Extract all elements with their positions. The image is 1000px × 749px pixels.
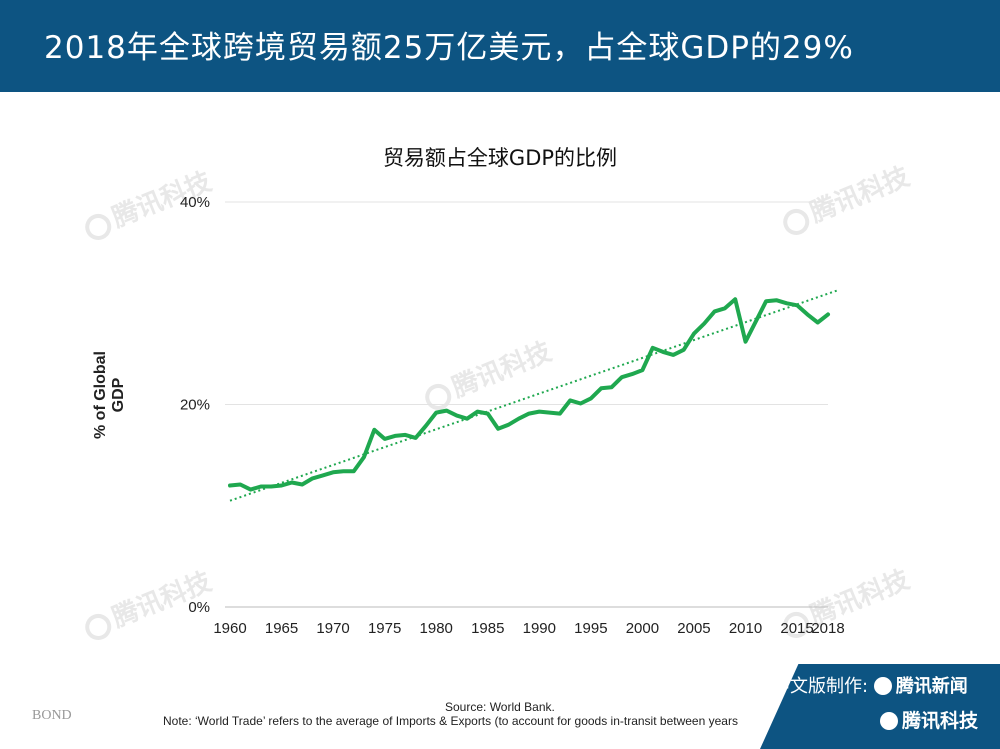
x-tick-label: 2010	[729, 620, 762, 637]
credit-label: 中文版制作:	[772, 676, 869, 697]
credit-line-news: 中文版制作: 腾讯新闻	[772, 672, 968, 698]
y-tick-label: 40%	[180, 194, 210, 211]
y-tick-label: 0%	[188, 599, 210, 616]
x-tick-label: 2000	[626, 620, 659, 637]
page-title: 2018年全球跨境贸易额25万亿美元，占全球GDP的29%	[44, 30, 854, 66]
x-tick-label: 2015	[780, 620, 813, 637]
credit-line-tech: 腾讯科技	[880, 706, 978, 733]
x-tick-label: 1965	[265, 620, 298, 637]
tencent-logo-icon	[873, 677, 892, 695]
tencent-logo-icon	[880, 712, 898, 730]
note-text: Note: ‘World Trade’ refers to the averag…	[163, 714, 738, 728]
x-tick-label: 1975	[368, 620, 401, 637]
trend-line	[229, 289, 839, 502]
x-tick-label: 1985	[471, 620, 504, 637]
bond-logo: BOND	[32, 708, 72, 723]
x-tick-label: 2018	[811, 620, 844, 637]
header-banner: 2018年全球跨境贸易额25万亿美元，占全球GDP的29%	[0, 0, 1000, 92]
source-text: Source: World Bank.	[445, 700, 555, 714]
x-tick-label: 1995	[574, 620, 607, 637]
credit-brand-tech: 腾讯科技	[902, 710, 979, 732]
series-line	[228, 297, 830, 492]
x-tick-label: 2005	[677, 620, 710, 637]
x-tick-label: 1980	[420, 620, 453, 637]
y-tick-label: 20%	[180, 397, 210, 414]
y-axis-label: % of Global GDP	[92, 351, 127, 439]
x-tick-label: 1990	[523, 620, 556, 637]
x-tick-label: 1970	[316, 620, 349, 637]
x-tick-label: 1960	[213, 620, 246, 637]
credit-brand-news: 腾讯新闻	[895, 676, 968, 697]
chart-title: 贸易额占全球GDP的比例	[382, 146, 618, 170]
